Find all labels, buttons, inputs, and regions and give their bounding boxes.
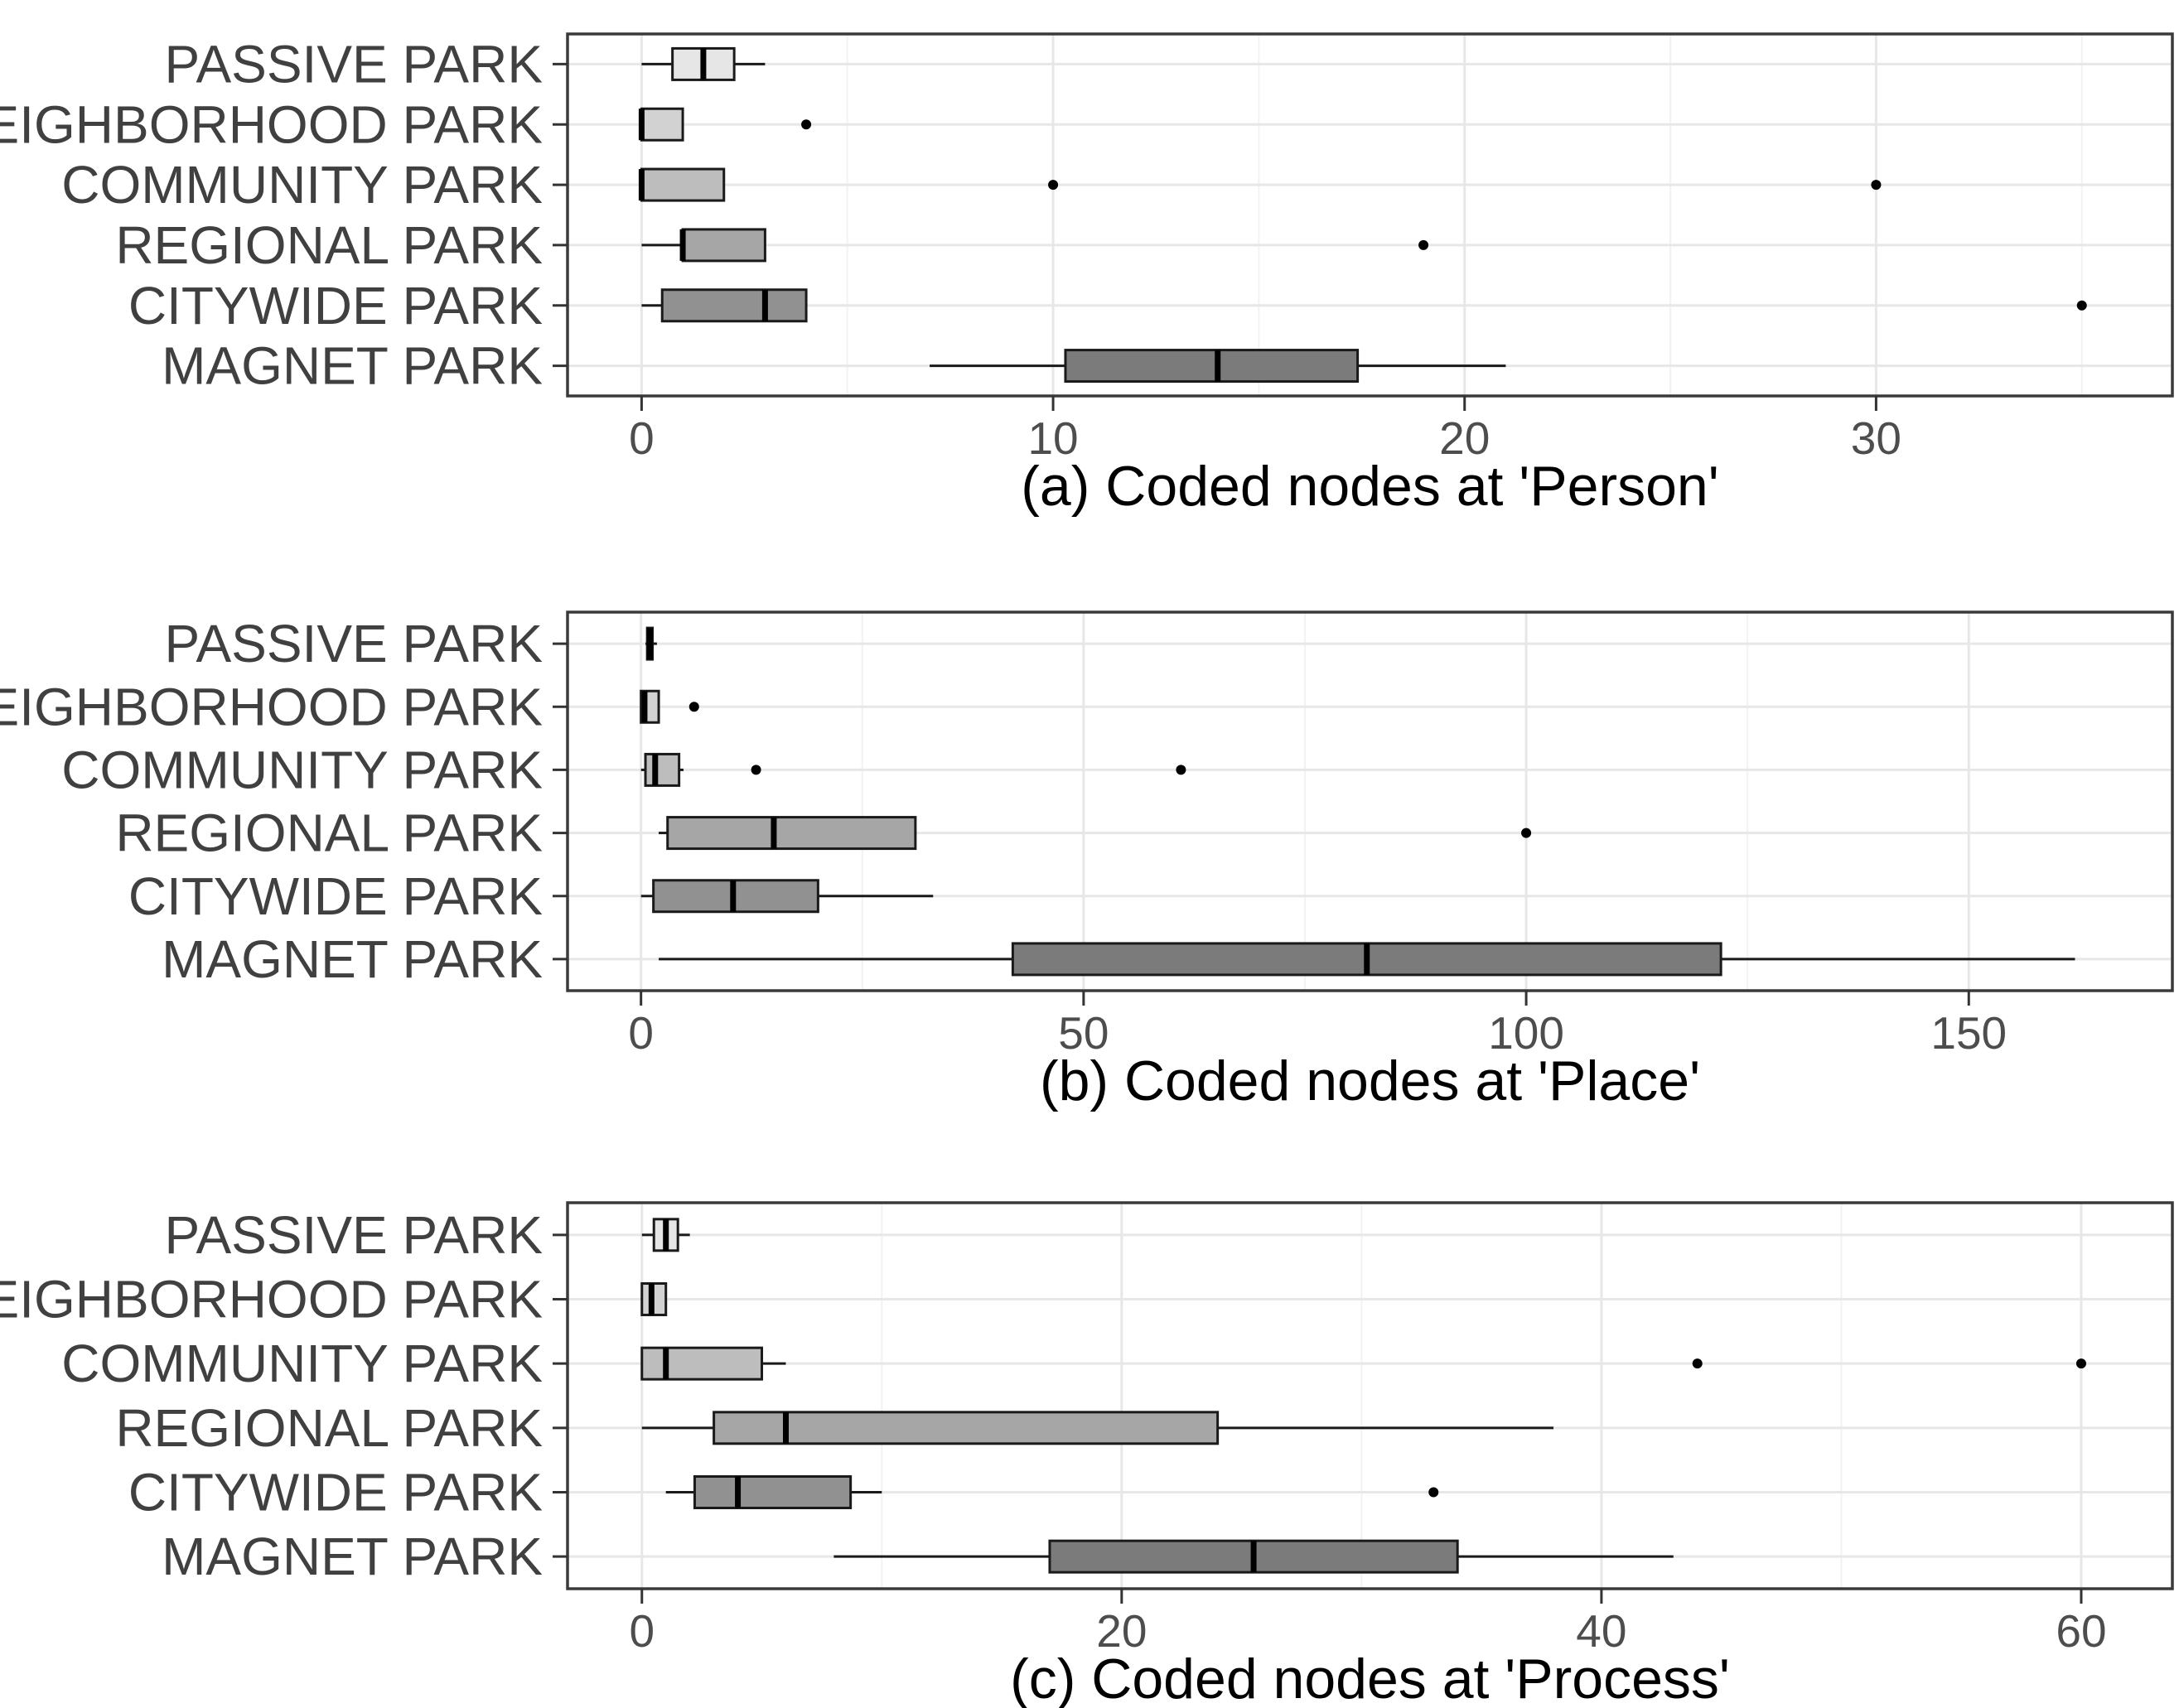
boxplot-row: [641, 46, 766, 81]
boxplot-row: [645, 626, 657, 661]
category-label: MAGNET PARK: [162, 929, 543, 989]
box-iqr: [644, 752, 681, 787]
category-label: PASSIVE PARK: [165, 614, 543, 673]
box-iqr: [681, 228, 766, 263]
boxplot-row: [640, 879, 934, 914]
box-iqr: [660, 288, 808, 323]
category-label: MAGNET PARK: [162, 1527, 543, 1586]
outlier-point: [1418, 239, 1429, 250]
outlier-point: [1176, 765, 1186, 775]
plot-panel-border: [566, 610, 2174, 992]
x-axis-tick-label: 0: [629, 1605, 655, 1657]
category-label: PASSIVE PARK: [165, 34, 543, 94]
box-iqr: [640, 107, 684, 142]
x-axis-tick-label: 0: [628, 1007, 654, 1059]
outlier-point: [801, 119, 812, 130]
x-axis-tick-label: 20: [1096, 1605, 1147, 1657]
axis-caption: (b) Coded nodes at 'Place': [1040, 1049, 1700, 1112]
plot-panel-background: [568, 1203, 2172, 1589]
category-label: CITYWIDE PARK: [128, 276, 543, 335]
axis-caption: (a) Coded nodes at 'Person': [1021, 455, 1718, 518]
box-iqr: [1064, 349, 1360, 384]
outlier-point: [1692, 1358, 1703, 1369]
outlier-point: [751, 765, 761, 775]
boxplot-row: [640, 689, 699, 724]
boxplot-row: [641, 1411, 1553, 1445]
box-iqr: [640, 167, 726, 202]
x-axis-tick-label: 60: [2056, 1605, 2106, 1657]
axis-caption: (c) Coded nodes at 'Process': [1010, 1648, 1730, 1708]
boxplot-row: [638, 167, 1882, 202]
outlier-point: [688, 702, 699, 712]
category-label: PASSIVE PARK: [165, 1205, 543, 1265]
box-iqr: [640, 1346, 764, 1381]
boxplot-row: [641, 288, 2087, 323]
boxplot-row: [659, 942, 2075, 977]
x-axis-tick-label: 50: [1058, 1007, 1109, 1059]
category-label: MAGNET PARK: [162, 336, 543, 396]
category-label: REGIONAL PARK: [115, 215, 543, 275]
boxplot-row: [665, 1475, 1439, 1509]
boxplot-row: [640, 1282, 668, 1316]
boxplot-row: [641, 1218, 690, 1252]
x-axis-tick-label: 150: [1930, 1007, 2007, 1059]
x-axis-tick-label: 0: [629, 413, 655, 464]
category-label: REGIONAL PARK: [115, 1398, 543, 1458]
box-iqr: [713, 1411, 1220, 1445]
category-label: CITYWIDE PARK: [128, 1463, 543, 1522]
outlier-point: [1521, 827, 1532, 838]
plot-panel-background: [568, 34, 2172, 396]
boxplot-row: [930, 349, 1506, 384]
outlier-point: [2075, 1358, 2086, 1369]
category-label: CITYWIDE PARK: [128, 866, 543, 926]
boxplot-row: [638, 107, 812, 142]
outlier-point: [1428, 1487, 1439, 1498]
category-label: NEIGHBORHOOD PARK: [0, 677, 543, 736]
box-iqr: [693, 1475, 853, 1509]
boxplot-row: [833, 1539, 1674, 1574]
boxplot-row: [641, 228, 1429, 263]
boxplot-row: [659, 816, 1532, 851]
boxplot-row: [640, 1346, 2086, 1381]
category-label: COMMUNITY PARK: [61, 155, 543, 215]
category-label: COMMUNITY PARK: [61, 740, 543, 799]
x-axis-tick-label: 100: [1488, 1007, 1564, 1059]
x-axis-tick-label: 40: [1576, 1605, 1626, 1657]
category-label: COMMUNITY PARK: [61, 1334, 543, 1393]
outlier-point: [2076, 300, 2087, 311]
x-axis-tick-label: 30: [1851, 413, 1901, 464]
boxplot-row: [640, 752, 1186, 787]
plot-panel-border: [566, 32, 2174, 398]
category-label: REGIONAL PARK: [115, 803, 543, 863]
outlier-point: [1871, 180, 1882, 191]
x-axis-tick-label: 10: [1027, 413, 1078, 464]
category-label: NEIGHBORHOOD PARK: [0, 1270, 543, 1329]
category-label: NEIGHBORHOOD PARK: [0, 94, 543, 154]
plot-panel-background: [568, 612, 2172, 991]
x-axis-tick-label: 20: [1439, 413, 1490, 464]
plot-panel-border: [566, 1201, 2174, 1590]
box-iqr: [666, 816, 917, 851]
outlier-point: [1048, 180, 1059, 191]
